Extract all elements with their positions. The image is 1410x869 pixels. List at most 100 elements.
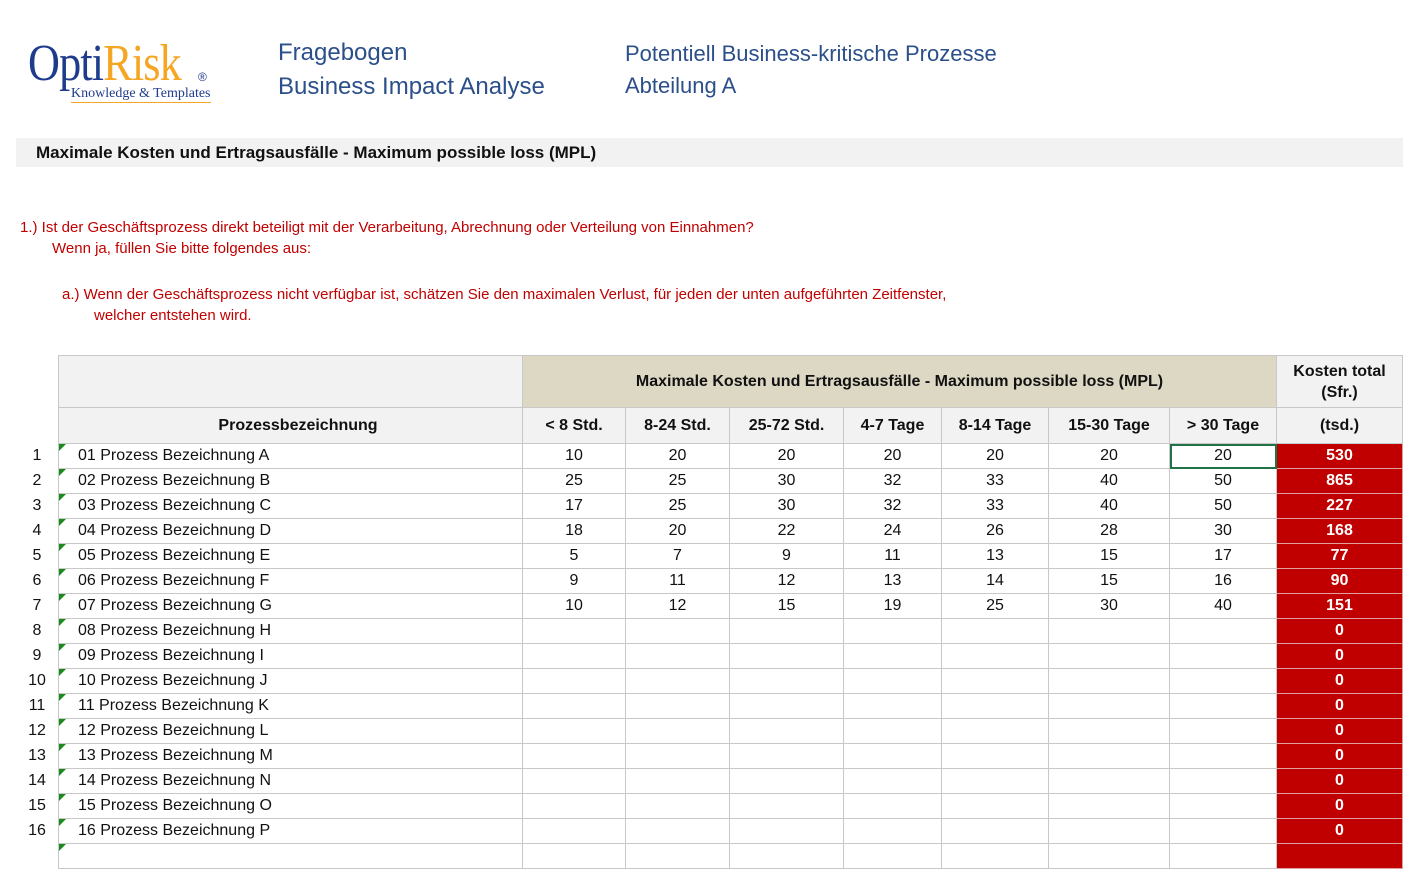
loss-cell[interactable] xyxy=(941,843,1049,869)
loss-cell[interactable]: 17 xyxy=(1169,543,1277,569)
loss-cell[interactable]: 13 xyxy=(843,568,942,594)
loss-cell[interactable] xyxy=(1169,718,1277,744)
loss-cell[interactable] xyxy=(522,768,626,794)
loss-cell[interactable] xyxy=(729,818,844,844)
loss-cell[interactable] xyxy=(941,718,1049,744)
loss-cell[interactable] xyxy=(625,793,730,819)
loss-cell[interactable]: 5 xyxy=(522,543,626,569)
loss-cell[interactable] xyxy=(729,618,844,644)
loss-cell[interactable]: 20 xyxy=(941,443,1049,469)
loss-cell[interactable] xyxy=(625,768,730,794)
loss-cell[interactable]: 30 xyxy=(1048,593,1170,619)
loss-cell[interactable] xyxy=(843,818,942,844)
loss-cell[interactable]: 15 xyxy=(729,593,844,619)
loss-cell[interactable]: 19 xyxy=(843,593,942,619)
loss-cell[interactable] xyxy=(522,793,626,819)
loss-cell[interactable] xyxy=(729,643,844,669)
loss-cell[interactable] xyxy=(522,843,626,869)
loss-cell[interactable] xyxy=(1048,818,1170,844)
process-name-cell[interactable]: 07 Prozess Bezeichnung G xyxy=(58,593,523,619)
loss-cell[interactable] xyxy=(625,693,730,719)
loss-cell[interactable] xyxy=(843,768,942,794)
loss-cell[interactable] xyxy=(1048,643,1170,669)
process-name-cell[interactable] xyxy=(58,843,523,869)
loss-cell[interactable] xyxy=(729,743,844,769)
loss-cell[interactable] xyxy=(729,668,844,694)
loss-cell[interactable]: 11 xyxy=(625,568,730,594)
loss-cell[interactable] xyxy=(843,718,942,744)
loss-cell[interactable] xyxy=(941,743,1049,769)
loss-cell[interactable] xyxy=(1169,818,1277,844)
loss-cell[interactable] xyxy=(522,618,626,644)
loss-cell[interactable]: 20 xyxy=(729,443,844,469)
loss-cell[interactable] xyxy=(1169,768,1277,794)
process-name-cell[interactable]: 05 Prozess Bezeichnung E xyxy=(58,543,523,569)
loss-cell[interactable]: 14 xyxy=(941,568,1049,594)
loss-cell[interactable] xyxy=(625,618,730,644)
loss-cell[interactable] xyxy=(1169,668,1277,694)
loss-cell[interactable]: 40 xyxy=(1048,493,1170,519)
loss-cell[interactable] xyxy=(843,843,942,869)
loss-cell[interactable] xyxy=(625,718,730,744)
loss-cell[interactable] xyxy=(941,768,1049,794)
process-name-cell[interactable]: 08 Prozess Bezeichnung H xyxy=(58,618,523,644)
loss-cell[interactable]: 7 xyxy=(625,543,730,569)
loss-cell[interactable] xyxy=(1169,643,1277,669)
loss-cell[interactable]: 15 xyxy=(1048,543,1170,569)
loss-cell[interactable]: 33 xyxy=(941,468,1049,494)
process-name-cell[interactable]: 06 Prozess Bezeichnung F xyxy=(58,568,523,594)
loss-cell[interactable]: 20 xyxy=(625,518,730,544)
loss-cell[interactable]: 33 xyxy=(941,493,1049,519)
loss-cell[interactable]: 32 xyxy=(843,468,942,494)
loss-cell[interactable]: 10 xyxy=(522,443,626,469)
loss-cell[interactable] xyxy=(843,668,942,694)
loss-cell[interactable]: 10 xyxy=(522,593,626,619)
loss-cell[interactable] xyxy=(522,668,626,694)
loss-cell[interactable] xyxy=(1169,793,1277,819)
loss-cell[interactable]: 9 xyxy=(522,568,626,594)
loss-cell[interactable] xyxy=(729,793,844,819)
loss-cell[interactable] xyxy=(1169,618,1277,644)
loss-cell[interactable] xyxy=(522,743,626,769)
loss-cell[interactable] xyxy=(729,718,844,744)
loss-cell[interactable]: 20 xyxy=(1169,443,1277,469)
loss-cell[interactable] xyxy=(843,743,942,769)
loss-cell[interactable]: 26 xyxy=(941,518,1049,544)
loss-cell[interactable] xyxy=(1048,693,1170,719)
loss-cell[interactable] xyxy=(1048,718,1170,744)
loss-cell[interactable]: 40 xyxy=(1169,593,1277,619)
loss-cell[interactable] xyxy=(843,618,942,644)
loss-cell[interactable]: 32 xyxy=(843,493,942,519)
process-name-cell[interactable]: 16 Prozess Bezeichnung P xyxy=(58,818,523,844)
loss-cell[interactable]: 12 xyxy=(729,568,844,594)
loss-cell[interactable]: 50 xyxy=(1169,468,1277,494)
loss-cell[interactable] xyxy=(1048,793,1170,819)
loss-cell[interactable]: 40 xyxy=(1048,468,1170,494)
process-name-cell[interactable]: 02 Prozess Bezeichnung B xyxy=(58,468,523,494)
loss-cell[interactable]: 28 xyxy=(1048,518,1170,544)
loss-cell[interactable] xyxy=(625,668,730,694)
loss-cell[interactable] xyxy=(522,818,626,844)
loss-cell[interactable]: 18 xyxy=(522,518,626,544)
loss-cell[interactable] xyxy=(1048,843,1170,869)
loss-cell[interactable]: 30 xyxy=(729,493,844,519)
loss-cell[interactable] xyxy=(941,818,1049,844)
loss-cell[interactable] xyxy=(843,693,942,719)
loss-cell[interactable] xyxy=(625,818,730,844)
loss-cell[interactable] xyxy=(1169,843,1277,869)
process-name-cell[interactable]: 13 Prozess Bezeichnung M xyxy=(58,743,523,769)
loss-cell[interactable] xyxy=(1169,743,1277,769)
loss-cell[interactable] xyxy=(522,718,626,744)
loss-cell[interactable] xyxy=(1169,693,1277,719)
loss-cell[interactable] xyxy=(1048,768,1170,794)
loss-cell[interactable]: 30 xyxy=(1169,518,1277,544)
loss-cell[interactable]: 30 xyxy=(729,468,844,494)
loss-cell[interactable]: 15 xyxy=(1048,568,1170,594)
process-name-cell[interactable]: 12 Prozess Bezeichnung L xyxy=(58,718,523,744)
loss-cell[interactable]: 22 xyxy=(729,518,844,544)
process-name-cell[interactable]: 11 Prozess Bezeichnung K xyxy=(58,693,523,719)
loss-cell[interactable]: 16 xyxy=(1169,568,1277,594)
loss-cell[interactable] xyxy=(1048,668,1170,694)
loss-cell[interactable] xyxy=(941,793,1049,819)
process-name-cell[interactable]: 10 Prozess Bezeichnung J xyxy=(58,668,523,694)
